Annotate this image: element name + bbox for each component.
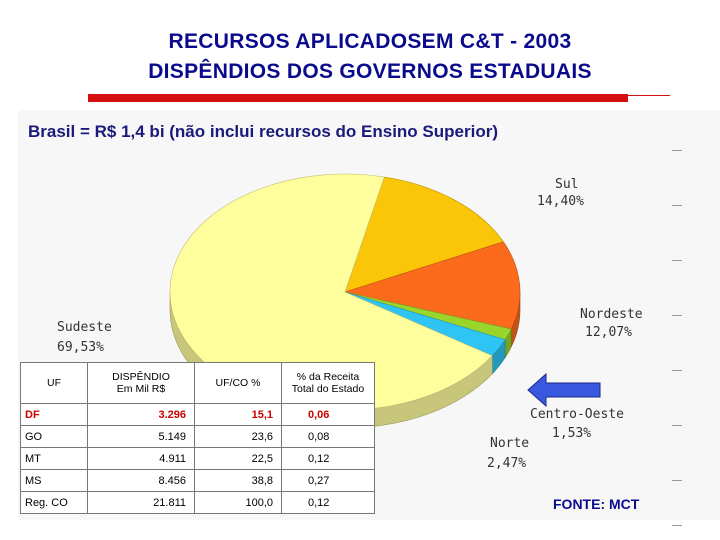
header-receita-text: % da Receita Total do Estado [291,371,365,395]
label-nordeste-name: Nordeste [580,307,643,322]
side-tick [672,480,682,481]
header-dispendio: DISPÊNDIO Em Mil R$ [87,362,195,404]
header-uf: UF [20,362,88,404]
cell-receita: 0,06 [281,403,375,426]
title-underline-thin [628,95,670,96]
chart-subtitle: Brasil = R$ 1,4 bi (não inclui recursos … [28,122,498,141]
cell-dispendio: 3.296 [87,403,195,426]
cell-dispendio: 5.149 [87,425,195,448]
label-sudeste-value: 69,53% [57,340,104,355]
cell-uf-co: 100,0 [194,491,282,514]
header-dispendio-text: DISPÊNDIO Em Mil R$ [112,371,170,395]
pie-slice-nordeste [343,241,521,330]
pie-slices [169,173,521,411]
label-norte-value: 2,47% [487,456,526,471]
label-norte-name: Norte [490,436,529,451]
cell-dispendio: 21.811 [87,491,195,514]
uf-table: UF DISPÊNDIO Em Mil R$ UF/CO % % da Rece… [20,362,375,514]
label-centro-oeste-value: 1,53% [552,426,591,441]
table-row: GO 5.149 23,6 0,08 [20,425,375,448]
cell-dispendio: 8.456 [87,469,195,492]
cell-uf: GO [20,425,88,448]
side-tick [672,260,682,261]
table-row: DF 3.296 15,1 0,06 [20,403,375,426]
cell-uf-co: 38,8 [194,469,282,492]
table-row: Reg. CO 21.811 100,0 0,12 [20,491,375,514]
label-centro-oeste-name: Centro-Oeste [530,407,624,422]
cell-uf: Reg. CO [20,491,88,514]
title-underline-bar [88,94,628,102]
side-tick [672,205,682,206]
cell-receita: 0,12 [281,491,375,514]
cell-uf-co: 23,6 [194,425,282,448]
cell-uf: DF [20,403,88,426]
cell-uf-co: 22,5 [194,447,282,470]
table-row: MS 8.456 38,8 0,27 [20,469,375,492]
side-tick [672,425,682,426]
title-line-2: DISPÊNDIOS DOS GOVERNOS ESTADUAIS [148,60,592,83]
cell-dispendio: 4.911 [87,447,195,470]
cell-uf: MT [20,447,88,470]
table-row: MT 4.911 22,5 0,12 [20,447,375,470]
header-uf-co: UF/CO % [194,362,282,404]
label-sudeste-name: Sudeste [57,320,112,335]
cell-receita: 0,08 [281,425,375,448]
cell-uf-co: 15,1 [194,403,282,426]
label-sul-value: 14,40% [537,194,584,209]
source-note: FONTE: MCT [553,496,640,512]
label-nordeste-value: 12,07% [585,325,632,340]
pie-slice-sul [344,176,504,293]
header-receita: % da Receita Total do Estado [281,362,375,404]
side-tick [672,315,682,316]
label-sul-name: Sul [555,177,578,192]
side-tick [672,525,682,526]
cell-receita: 0,27 [281,469,375,492]
side-tick [672,370,682,371]
table-header-row: UF DISPÊNDIO Em Mil R$ UF/CO % % da Rece… [20,362,375,404]
cell-uf: MS [20,469,88,492]
cell-receita: 0,12 [281,447,375,470]
title-line-1: RECURSOS APLICADOSEM C&T - 2003 [168,30,572,53]
pie-slice-sudeste [169,173,493,411]
centro-oeste-arrow [527,372,601,408]
side-tick [672,150,682,151]
